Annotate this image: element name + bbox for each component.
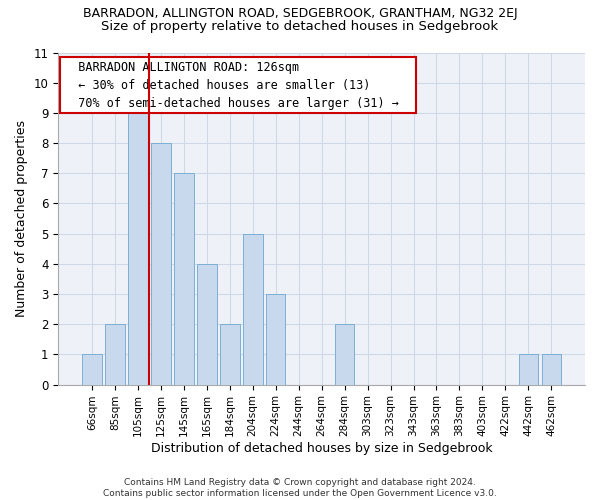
Bar	[542, 354, 561, 384]
Bar	[174, 174, 194, 384]
Bar	[518, 354, 538, 384]
Bar	[105, 324, 125, 384]
Text: Contains HM Land Registry data © Crown copyright and database right 2024.
Contai: Contains HM Land Registry data © Crown c…	[103, 478, 497, 498]
Y-axis label: Number of detached properties: Number of detached properties	[15, 120, 28, 317]
Bar	[220, 324, 239, 384]
X-axis label: Distribution of detached houses by size in Sedgebrook: Distribution of detached houses by size …	[151, 442, 493, 455]
Text: Size of property relative to detached houses in Sedgebrook: Size of property relative to detached ho…	[101, 20, 499, 33]
Bar	[128, 113, 148, 384]
Bar	[197, 264, 217, 384]
Bar	[151, 143, 170, 384]
Bar	[266, 294, 286, 384]
Bar	[335, 324, 355, 384]
Bar	[243, 234, 263, 384]
Bar	[82, 354, 102, 384]
Text: BARRADON ALLINGTON ROAD: 126sqm  
  ← 30% of detached houses are smaller (13)  
: BARRADON ALLINGTON ROAD: 126sqm ← 30% of…	[64, 61, 413, 110]
Text: BARRADON, ALLINGTON ROAD, SEDGEBROOK, GRANTHAM, NG32 2EJ: BARRADON, ALLINGTON ROAD, SEDGEBROOK, GR…	[83, 8, 517, 20]
